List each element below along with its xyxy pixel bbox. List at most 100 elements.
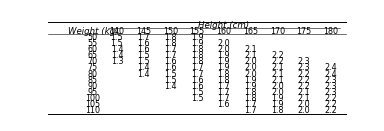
Text: 2.3: 2.3 bbox=[324, 76, 337, 85]
Text: 1.4: 1.4 bbox=[111, 45, 123, 54]
Text: 165: 165 bbox=[243, 27, 258, 36]
Text: 1.7: 1.7 bbox=[244, 106, 257, 115]
Text: 1.5: 1.5 bbox=[111, 33, 123, 42]
Text: 50: 50 bbox=[88, 33, 98, 42]
Text: 2.4: 2.4 bbox=[324, 70, 337, 79]
Text: 1.6: 1.6 bbox=[191, 76, 204, 85]
Text: 65: 65 bbox=[88, 51, 98, 60]
Text: 1.7: 1.7 bbox=[218, 82, 230, 91]
Text: 1.5: 1.5 bbox=[164, 70, 177, 79]
Text: 155: 155 bbox=[190, 27, 205, 36]
Text: 1.7: 1.7 bbox=[137, 33, 150, 42]
Text: 1.8: 1.8 bbox=[244, 94, 257, 103]
Text: 2.0: 2.0 bbox=[298, 100, 310, 109]
Text: 105: 105 bbox=[85, 100, 101, 109]
Text: 2.0: 2.0 bbox=[244, 70, 257, 79]
Text: 2.0: 2.0 bbox=[218, 45, 230, 54]
Text: 1.9: 1.9 bbox=[271, 94, 284, 103]
Text: 2.1: 2.1 bbox=[271, 76, 284, 85]
Text: 1.5: 1.5 bbox=[191, 88, 204, 97]
Text: 1.9: 1.9 bbox=[218, 64, 230, 72]
Text: 1.3: 1.3 bbox=[111, 57, 123, 66]
Text: 2.3: 2.3 bbox=[324, 88, 337, 97]
Text: 1.7: 1.7 bbox=[191, 70, 204, 79]
Text: 1.5: 1.5 bbox=[191, 94, 204, 103]
Text: 70: 70 bbox=[88, 57, 98, 66]
Text: 1.5: 1.5 bbox=[137, 51, 150, 60]
Text: 1.8: 1.8 bbox=[218, 76, 230, 85]
Text: 2.0: 2.0 bbox=[244, 64, 257, 72]
Text: 1.7: 1.7 bbox=[164, 45, 177, 54]
Text: 55: 55 bbox=[88, 39, 98, 48]
Text: 2.2: 2.2 bbox=[324, 106, 337, 115]
Text: 2.2: 2.2 bbox=[298, 70, 310, 79]
Text: 1.6: 1.6 bbox=[191, 82, 204, 91]
Text: 1.7: 1.7 bbox=[191, 64, 204, 72]
Text: 1.9: 1.9 bbox=[191, 33, 204, 42]
Text: 1.7: 1.7 bbox=[218, 88, 230, 97]
Text: 175: 175 bbox=[296, 27, 312, 36]
Text: 1.8: 1.8 bbox=[164, 33, 177, 42]
Text: 85: 85 bbox=[88, 76, 98, 85]
Text: 2.0: 2.0 bbox=[218, 39, 230, 48]
Text: 145: 145 bbox=[136, 27, 151, 36]
Text: 2.2: 2.2 bbox=[298, 76, 310, 85]
Text: 1.8: 1.8 bbox=[271, 106, 283, 115]
Text: 1.9: 1.9 bbox=[218, 51, 230, 60]
Text: 1.4: 1.4 bbox=[111, 51, 123, 60]
Text: 1.9: 1.9 bbox=[244, 82, 257, 91]
Text: 1.6: 1.6 bbox=[137, 45, 150, 54]
Text: 75: 75 bbox=[88, 64, 98, 72]
Text: 1.8: 1.8 bbox=[191, 45, 204, 54]
Text: 2.2: 2.2 bbox=[324, 100, 337, 109]
Text: 140: 140 bbox=[109, 27, 124, 36]
Text: 2.1: 2.1 bbox=[298, 88, 310, 97]
Text: 2.1: 2.1 bbox=[271, 70, 284, 79]
Text: 2.0: 2.0 bbox=[298, 106, 310, 115]
Text: 90: 90 bbox=[88, 82, 98, 91]
Text: 1.9: 1.9 bbox=[218, 57, 230, 66]
Text: 110: 110 bbox=[85, 106, 100, 115]
Text: Height (cm): Height (cm) bbox=[198, 21, 250, 30]
Text: 80: 80 bbox=[88, 70, 98, 79]
Text: 160: 160 bbox=[216, 27, 231, 36]
Text: 2.0: 2.0 bbox=[271, 88, 284, 97]
Text: 1.5: 1.5 bbox=[111, 39, 123, 48]
Text: 1.4: 1.4 bbox=[137, 70, 150, 79]
Text: 1.7: 1.7 bbox=[218, 94, 230, 103]
Text: 60: 60 bbox=[88, 45, 98, 54]
Text: 1.9: 1.9 bbox=[244, 76, 257, 85]
Text: 1.6: 1.6 bbox=[137, 39, 150, 48]
Text: 2.2: 2.2 bbox=[298, 82, 310, 91]
Text: 1.8: 1.8 bbox=[191, 57, 204, 66]
Text: 2.3: 2.3 bbox=[298, 57, 310, 66]
Text: 2.3: 2.3 bbox=[298, 64, 310, 72]
Text: 170: 170 bbox=[270, 27, 285, 36]
Text: 1.9: 1.9 bbox=[271, 100, 284, 109]
Text: 2.1: 2.1 bbox=[244, 45, 257, 54]
Text: 2.2: 2.2 bbox=[271, 51, 284, 60]
Text: 150: 150 bbox=[163, 27, 178, 36]
Text: 2.4: 2.4 bbox=[324, 64, 337, 72]
Text: 1.5: 1.5 bbox=[164, 76, 177, 85]
Text: 1.6: 1.6 bbox=[218, 100, 230, 109]
Text: 2.1: 2.1 bbox=[244, 51, 257, 60]
Text: 1.8: 1.8 bbox=[218, 70, 230, 79]
Text: 2.0: 2.0 bbox=[244, 57, 257, 66]
Text: 1.8: 1.8 bbox=[244, 88, 257, 97]
Text: 2.2: 2.2 bbox=[271, 57, 284, 66]
Text: 1.5: 1.5 bbox=[137, 57, 150, 66]
Text: 1.6: 1.6 bbox=[164, 57, 177, 66]
Text: 1.9: 1.9 bbox=[191, 39, 204, 48]
Text: 95: 95 bbox=[88, 88, 98, 97]
Text: 2.3: 2.3 bbox=[324, 82, 337, 91]
Text: 1.8: 1.8 bbox=[164, 39, 177, 48]
Text: 2.2: 2.2 bbox=[324, 94, 337, 103]
Text: 2.1: 2.1 bbox=[271, 64, 284, 72]
Text: 180: 180 bbox=[323, 27, 338, 36]
Text: 1.7: 1.7 bbox=[164, 51, 177, 60]
Text: 2.0: 2.0 bbox=[271, 82, 284, 91]
Text: 1.8: 1.8 bbox=[191, 51, 204, 60]
Text: 1.4: 1.4 bbox=[137, 64, 150, 72]
Text: 2.1: 2.1 bbox=[298, 94, 310, 103]
